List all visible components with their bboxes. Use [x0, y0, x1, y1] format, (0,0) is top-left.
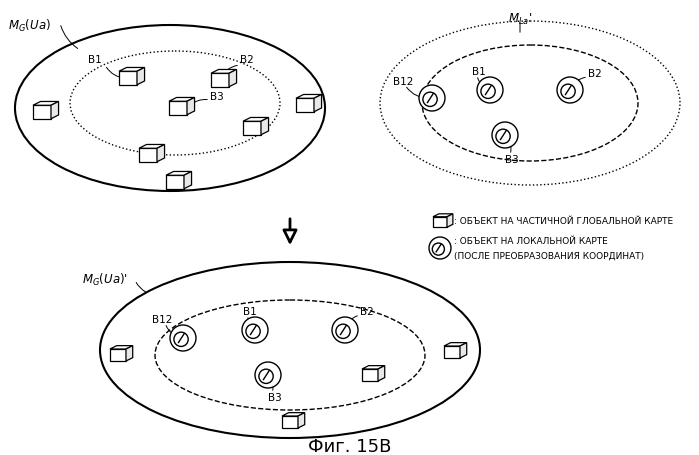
Polygon shape [362, 369, 378, 381]
Polygon shape [229, 70, 236, 87]
Ellipse shape [419, 85, 445, 111]
Text: B1: B1 [472, 67, 486, 77]
Polygon shape [139, 145, 164, 148]
Polygon shape [119, 71, 137, 85]
Polygon shape [169, 101, 187, 115]
Polygon shape [126, 346, 133, 361]
Text: B1: B1 [88, 55, 102, 65]
Ellipse shape [432, 243, 445, 255]
Text: $M_G(Ua)$': $M_G(Ua)$' [82, 272, 128, 288]
Ellipse shape [557, 77, 583, 103]
Ellipse shape [15, 25, 325, 191]
Polygon shape [166, 175, 184, 189]
Ellipse shape [259, 369, 273, 384]
Text: : ОБЪЕКТ НА ЛОКАЛЬНОЙ КАРТЕ: : ОБЪЕКТ НА ЛОКАЛЬНОЙ КАРТЕ [454, 237, 607, 246]
Text: B2: B2 [588, 69, 602, 79]
Text: $M_{La}$': $M_{La}$' [508, 12, 532, 27]
Polygon shape [447, 214, 453, 227]
Polygon shape [378, 366, 384, 381]
Text: B2: B2 [360, 307, 374, 317]
Polygon shape [166, 172, 192, 175]
Text: $M_G(Ua)$: $M_G(Ua)$ [8, 18, 51, 34]
Polygon shape [211, 73, 229, 87]
Polygon shape [119, 67, 145, 71]
Ellipse shape [100, 262, 480, 438]
Ellipse shape [492, 122, 518, 148]
Polygon shape [314, 95, 322, 112]
Polygon shape [444, 346, 460, 358]
Polygon shape [282, 413, 305, 416]
Text: : ОБЪЕКТ НА ЧАСТИЧНОЙ ГЛОБАЛЬНОЙ КАРТЕ: : ОБЪЕКТ НА ЧАСТИЧНОЙ ГЛОБАЛЬНОЙ КАРТЕ [454, 217, 673, 227]
Polygon shape [184, 172, 192, 189]
Ellipse shape [477, 77, 503, 103]
Polygon shape [211, 70, 236, 73]
Ellipse shape [242, 317, 268, 343]
Text: B12: B12 [393, 77, 413, 87]
Polygon shape [261, 117, 268, 135]
Polygon shape [444, 343, 467, 346]
Polygon shape [433, 217, 447, 227]
Ellipse shape [481, 84, 495, 98]
Polygon shape [243, 121, 261, 135]
Ellipse shape [429, 237, 451, 259]
Text: B3: B3 [268, 393, 282, 403]
Text: B2: B2 [240, 55, 254, 65]
Polygon shape [33, 105, 51, 119]
Polygon shape [110, 349, 126, 361]
Polygon shape [460, 343, 467, 358]
Ellipse shape [246, 324, 260, 339]
Polygon shape [282, 416, 298, 428]
Polygon shape [243, 117, 268, 121]
Polygon shape [296, 98, 314, 112]
Polygon shape [433, 214, 453, 217]
Text: B3: B3 [505, 155, 519, 165]
Text: (ПОСЛЕ ПРЕОБРАЗОВАНИЯ КООРДИНАТ): (ПОСЛЕ ПРЕОБРАЗОВАНИЯ КООРДИНАТ) [454, 252, 644, 261]
Polygon shape [187, 97, 194, 115]
Ellipse shape [170, 325, 196, 351]
Polygon shape [137, 67, 145, 85]
Polygon shape [51, 101, 59, 119]
Polygon shape [362, 366, 384, 369]
Ellipse shape [561, 84, 575, 98]
Text: B1: B1 [243, 307, 257, 317]
Ellipse shape [336, 324, 350, 339]
Polygon shape [169, 97, 194, 101]
Ellipse shape [255, 362, 281, 388]
Text: B12: B12 [152, 315, 173, 325]
Ellipse shape [423, 92, 437, 106]
Text: B3: B3 [210, 92, 224, 102]
Polygon shape [110, 346, 133, 349]
Ellipse shape [174, 332, 188, 346]
Polygon shape [157, 145, 164, 162]
Ellipse shape [332, 317, 358, 343]
Polygon shape [33, 101, 59, 105]
Polygon shape [298, 413, 305, 428]
Ellipse shape [496, 129, 510, 143]
Text: Фиг. 15В: Фиг. 15В [308, 438, 391, 455]
Polygon shape [139, 148, 157, 162]
Polygon shape [296, 95, 322, 98]
